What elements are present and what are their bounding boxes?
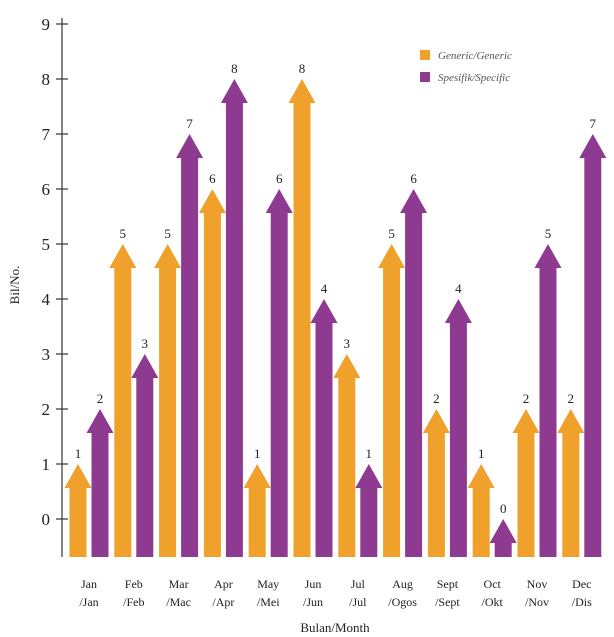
x-category-label-malay: /Dis (572, 595, 592, 609)
value-label-generic: 2 (568, 391, 575, 406)
value-label-generic: 2 (433, 391, 440, 406)
y-tick-label: 2 (42, 400, 51, 419)
x-category-label: Aug (392, 577, 413, 591)
x-category-label-malay: /Jun (303, 595, 323, 609)
x-category-label: Jan (81, 577, 97, 591)
x-category-label: Oct (484, 577, 502, 591)
value-label-specific: 5 (545, 226, 552, 241)
y-tick-label: 4 (42, 290, 51, 309)
x-category-label-malay: /Apr (212, 595, 234, 609)
bar-generic (243, 464, 271, 557)
y-tick-label: 3 (42, 345, 51, 364)
bar-specific (131, 354, 159, 557)
value-label-specific: 8 (231, 61, 238, 76)
bar-generic (557, 409, 585, 557)
x-category-label: Sept (437, 577, 459, 591)
x-axis-title: Bulan/Month (300, 620, 370, 635)
bar-generic (288, 79, 316, 557)
value-label-specific: 7 (590, 116, 597, 131)
value-label-specific: 3 (142, 336, 149, 351)
bar-generic (154, 244, 182, 557)
value-label-generic: 6 (209, 171, 216, 186)
value-label-generic: 1 (75, 446, 82, 461)
x-category-label-malay: /Okt (482, 595, 504, 609)
x-category-label: May (257, 577, 279, 591)
value-label-generic: 5 (164, 226, 171, 241)
value-label-specific: 6 (410, 171, 417, 186)
y-tick-label: 5 (42, 235, 51, 254)
value-label-specific: 7 (186, 116, 193, 131)
x-category-label: Feb (125, 577, 143, 591)
x-category-label: Apr (214, 577, 233, 591)
y-tick-label: 8 (42, 70, 51, 89)
bar-specific (400, 189, 428, 557)
x-category-label-malay: /Nov (525, 595, 549, 609)
y-tick-label: 1 (42, 455, 51, 474)
x-category-label: Jul (351, 577, 366, 591)
x-category-label: Mar (169, 577, 189, 591)
bar-specific (310, 299, 338, 557)
bar-specific (579, 134, 607, 557)
legend-label: Spesifik/Specific (438, 72, 510, 84)
bar-generic (467, 464, 495, 557)
value-label-specific: 2 (97, 391, 104, 406)
bar-generic (512, 409, 540, 557)
value-label-generic: 5 (120, 226, 127, 241)
bar-specific (489, 519, 517, 557)
y-tick-label: 6 (42, 180, 51, 199)
bar-generic (64, 464, 92, 557)
value-label-generic: 2 (523, 391, 530, 406)
y-axis-title: Bil/No. (7, 266, 22, 305)
legend-swatch (420, 50, 430, 60)
x-category-label-malay: /Mei (257, 595, 280, 609)
bar-specific (265, 189, 293, 557)
x-category-label-malay: /Mac (166, 595, 191, 609)
x-category-label: Jun (305, 577, 322, 591)
value-label-specific: 1 (366, 446, 373, 461)
x-category-label-malay: /Ogos (388, 595, 417, 609)
x-category-label-malay: /Feb (123, 595, 144, 609)
y-tick-label: 0 (42, 510, 51, 529)
bar-specific (176, 134, 204, 557)
y-tick-label: 7 (42, 125, 51, 144)
x-category-label-malay: /Jul (349, 595, 367, 609)
bar-specific (444, 299, 472, 557)
value-label-specific: 4 (321, 281, 328, 296)
value-label-generic: 5 (388, 226, 395, 241)
x-category-label: Dec (572, 577, 591, 591)
bar-generic (422, 409, 450, 557)
value-label-generic: 1 (478, 446, 485, 461)
value-label-specific: 6 (276, 171, 283, 186)
value-label-generic: 8 (299, 61, 306, 76)
value-label-specific: 0 (500, 501, 507, 516)
bar-specific (534, 244, 562, 557)
bar-generic (198, 189, 226, 557)
value-label-specific: 4 (455, 281, 462, 296)
legend-label: Generic/Generic (438, 50, 512, 62)
bar-specific (86, 409, 114, 557)
x-category-label-malay: /Sept (435, 595, 460, 609)
x-category-label-malay: /Jan (79, 595, 98, 609)
bar-generic (378, 244, 406, 557)
y-tick-label: 9 (42, 15, 51, 34)
value-label-generic: 1 (254, 446, 261, 461)
bar-generic (333, 354, 361, 557)
value-label-generic: 3 (344, 336, 351, 351)
bar-specific (355, 464, 383, 557)
legend-swatch (420, 72, 430, 82)
bar-specific (220, 79, 248, 557)
x-category-label: Nov (527, 577, 548, 591)
bar-generic (109, 244, 137, 557)
